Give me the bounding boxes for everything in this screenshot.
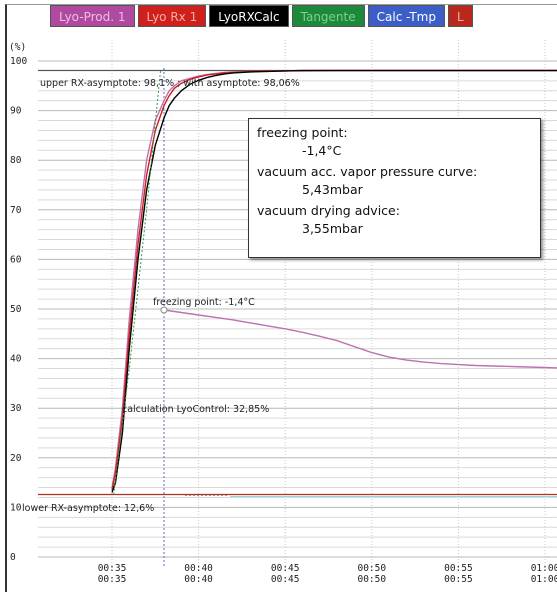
x-tick-label-bottom: 00:55 [444,574,473,585]
x-tick-label-bottom: 01:00 [531,574,557,585]
calc-lyocontrol-annotation: calculation LyoControl: 32,85% [122,404,269,415]
y-tick-label: 0 [10,552,16,563]
legend-item-4[interactable]: Calc -Tmp [367,5,445,27]
legend-bar: Lyo-Prod. 1 Lyo Rx 1 LyoRXCalc Tangente Calc… [50,5,473,29]
x-tick-label-top: 00:55 [444,563,473,574]
series-line-3 [113,70,161,495]
vacuum-curve-value: 5,43mbar [302,182,363,197]
y-tick-label: 70 [10,205,22,216]
y-tick-label: 100 [10,56,27,67]
y-tick-label: 40 [10,354,22,365]
x-tick-label-top: 00:35 [98,563,127,574]
y-tick-label: 20 [10,453,22,464]
y-tick-label: 50 [10,304,22,315]
vacuum-advice-label: vacuum drying advice: [257,203,400,218]
x-tick-label-top: 01:00 [531,563,557,574]
y-tick-label: 10 [10,502,22,513]
info-box: freezing point: -1,4°C vacuum acc. vapor… [248,118,541,258]
upper-asymptote-annotation: upper RX-asymptote: 98,1% ; with asympto… [40,78,300,89]
y-tick-label: 90 [10,106,22,117]
legend-item-5[interactable]: L [447,5,473,27]
y-tick-label: 80 [10,155,22,166]
freezing-point-value: -1,4°C [302,143,342,158]
vacuum-curve-label: vacuum acc. vapor pressure curve: [257,164,478,179]
freezing-point-annotation: freezing point: -1,4°C [153,297,255,308]
series-line-4 [163,309,557,369]
y-tick-label: 30 [10,403,22,414]
x-tick-label-bottom: 00:50 [357,574,386,585]
freezing-point-marker [160,306,168,314]
legend-item-2[interactable]: LyoRXCalc [209,5,289,27]
vacuum-advice-value: 3,55mbar [302,221,363,236]
lower-asymptote-annotation: lower RX-asymptote: 12,6% [22,503,154,514]
y-axis-label: (%) [9,42,26,53]
x-tick-label-top: 00:45 [271,563,300,574]
series-line-2 [111,69,557,493]
x-tick-label-bottom: 00:45 [271,574,300,585]
x-tick-label-bottom: 00:35 [98,574,127,585]
legend-item-0[interactable]: Lyo-Prod. 1 [50,5,135,27]
x-tick-label-top: 00:40 [184,563,213,574]
freezing-point-label: freezing point: [257,125,348,140]
x-tick-label-top: 00:50 [357,563,386,574]
legend-item-1[interactable]: Lyo Rx 1 [137,5,207,27]
x-tick-label-bottom: 00:40 [184,574,213,585]
legend-item-3[interactable]: Tangente [291,5,365,27]
y-tick-label: 60 [10,254,22,265]
